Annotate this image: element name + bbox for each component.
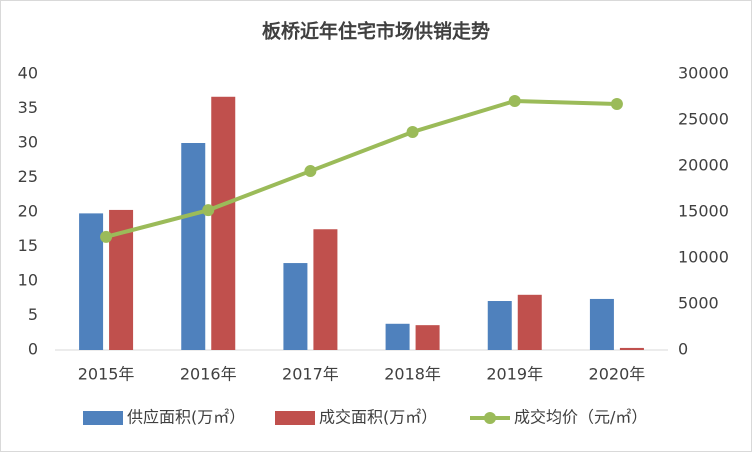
chart-title: 板桥近年住宅市场供销走势 (262, 20, 490, 43)
line-marker (304, 165, 317, 178)
y-tick-label: 25 (18, 167, 38, 186)
bar (517, 294, 542, 350)
y-tick-label: 0 (28, 340, 38, 359)
y-tick-label: 5 (28, 305, 38, 324)
bar (283, 263, 308, 350)
y2-tick-label: 20000 (678, 156, 729, 175)
line-marker (100, 230, 113, 243)
legend-label: 成交面积(万㎡） (319, 408, 437, 427)
bar (415, 325, 440, 350)
bar (619, 347, 644, 350)
line-marker (202, 204, 215, 217)
legend-symbol (484, 412, 496, 424)
legend-symbol (275, 411, 315, 425)
line-marker (610, 97, 623, 110)
bar (313, 229, 338, 350)
bar (385, 323, 410, 350)
y2-tick-label: 25000 (678, 110, 729, 129)
y2-tick-label: 30000 (678, 64, 729, 83)
y2-tick-label: 0 (678, 340, 688, 359)
legend-symbol (83, 411, 123, 425)
y2-tick-label: 10000 (678, 248, 729, 267)
line-marker (508, 94, 521, 107)
y-tick-label: 40 (18, 64, 38, 83)
y-tick-label: 30 (18, 133, 38, 152)
y-tick-label: 15 (18, 236, 38, 255)
bar (79, 213, 104, 350)
line-marker (406, 125, 419, 138)
y2-tick-label: 5000 (678, 294, 719, 313)
x-tick-label: 2015年 (78, 365, 135, 384)
y-tick-label: 20 (18, 202, 38, 221)
y-tick-label: 10 (18, 271, 38, 290)
x-tick-label: 2016年 (180, 365, 237, 384)
legend-label: 供应面积(万㎡） (127, 408, 245, 427)
x-tick-label: 2018年 (384, 365, 441, 384)
bar (181, 143, 206, 350)
bar (589, 298, 614, 350)
x-tick-label: 2017年 (282, 365, 339, 384)
line (105, 98, 617, 239)
bar (487, 301, 512, 350)
x-tick-label: 2019年 (486, 365, 543, 384)
x-tick-label: 2020年 (589, 365, 646, 384)
bar (211, 96, 236, 351)
legend-label: 成交均价（元/㎡） (514, 408, 647, 427)
y2-tick-label: 15000 (678, 202, 729, 221)
y-tick-label: 35 (18, 98, 38, 117)
